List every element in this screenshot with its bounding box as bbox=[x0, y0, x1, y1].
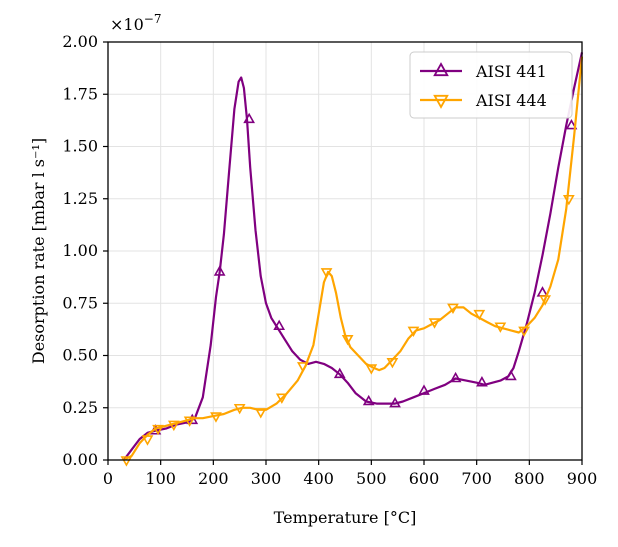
x-tick-label: 800 bbox=[514, 469, 545, 488]
data-point-aisi-441 bbox=[362, 394, 375, 406]
y-tick-label: 0.25 bbox=[62, 398, 98, 417]
data-point-aisi-444 bbox=[407, 326, 420, 338]
y-tick-label: 0.50 bbox=[62, 346, 98, 365]
data-point-aisi-444 bbox=[562, 194, 575, 206]
data-point-aisi-444 bbox=[386, 357, 399, 369]
data-point-aisi-441 bbox=[449, 371, 462, 383]
data-point-aisi-444 bbox=[296, 362, 309, 373]
data-point-aisi-444 bbox=[275, 393, 288, 404]
data-point-aisi-444 bbox=[518, 326, 530, 338]
tick-layer: 0 100 200 300 400 500 600 700 800 900 0.00 0.25 0.50… bbox=[62, 32, 597, 488]
data-point-aisi-444 bbox=[141, 435, 154, 446]
data-point-aisi-444 bbox=[254, 408, 267, 419]
data-point-aisi-441 bbox=[536, 286, 549, 297]
data-point-aisi-444 bbox=[120, 456, 133, 467]
y-tick-label: 1.00 bbox=[62, 241, 98, 260]
x-tick-label: 0 bbox=[103, 469, 113, 488]
y-axis-label: Desorption rate [mbar l s⁻¹] bbox=[29, 138, 48, 364]
legend-label-aisi-444: AISI 444 bbox=[475, 91, 547, 110]
x-tick-label: 200 bbox=[198, 469, 229, 488]
series-line-aisi-444 bbox=[123, 56, 584, 461]
data-point-aisi-441 bbox=[213, 265, 226, 276]
data-point-aisi-444 bbox=[447, 303, 459, 315]
x-tick-label: 900 bbox=[567, 469, 598, 488]
x-tick-label: 600 bbox=[409, 469, 440, 488]
data-point-aisi-444 bbox=[494, 322, 507, 333]
data-point-aisi-444 bbox=[152, 424, 164, 436]
y-tick-label: 0.00 bbox=[62, 450, 98, 469]
legend: AISI 441 AISI 444 bbox=[409, 51, 573, 119]
data-point-aisi-441 bbox=[565, 118, 578, 130]
series-layer bbox=[120, 52, 584, 467]
x-tick-label: 400 bbox=[303, 469, 334, 488]
data-point-aisi-444 bbox=[183, 416, 196, 427]
y-multiplier: ×10−7 bbox=[110, 12, 161, 34]
data-point-aisi-444 bbox=[473, 309, 486, 321]
data-point-aisi-444 bbox=[341, 334, 354, 346]
legend-marker-aisi-441 bbox=[433, 62, 449, 77]
legend-label-aisi-441: AISI 441 bbox=[475, 62, 547, 81]
x-tick-label: 700 bbox=[461, 469, 492, 488]
y-tick-label: 2.00 bbox=[62, 32, 98, 51]
data-point-aisi-444 bbox=[320, 268, 333, 279]
data-point-aisi-441 bbox=[505, 369, 517, 381]
y-tick-label: 1.50 bbox=[62, 137, 98, 156]
legend-box bbox=[409, 51, 573, 119]
y-tick-label: 1.75 bbox=[62, 84, 98, 103]
y-tick-label: 1.25 bbox=[62, 189, 98, 208]
data-point-aisi-444 bbox=[365, 364, 378, 375]
data-point-aisi-441 bbox=[476, 376, 488, 387]
data-point-aisi-441 bbox=[389, 396, 401, 408]
legend-marker-aisi-444 bbox=[433, 94, 449, 109]
data-point-aisi-444 bbox=[233, 403, 246, 415]
x-tick-label: 100 bbox=[145, 469, 176, 488]
data-point-aisi-444 bbox=[167, 420, 180, 432]
data-point-aisi-441 bbox=[418, 384, 430, 395]
data-point-aisi-441 bbox=[333, 367, 346, 379]
data-point-aisi-441 bbox=[273, 319, 286, 331]
x-axis-label: Temperature [°C] bbox=[274, 508, 417, 527]
data-point-aisi-441 bbox=[243, 112, 256, 124]
data-point-aisi-444 bbox=[210, 412, 222, 423]
x-tick-label: 300 bbox=[251, 469, 282, 488]
data-point-aisi-444 bbox=[428, 318, 441, 329]
x-tick-label: 500 bbox=[356, 469, 387, 488]
data-point-aisi-444 bbox=[539, 295, 552, 306]
y-tick-label: 0.75 bbox=[62, 293, 98, 312]
